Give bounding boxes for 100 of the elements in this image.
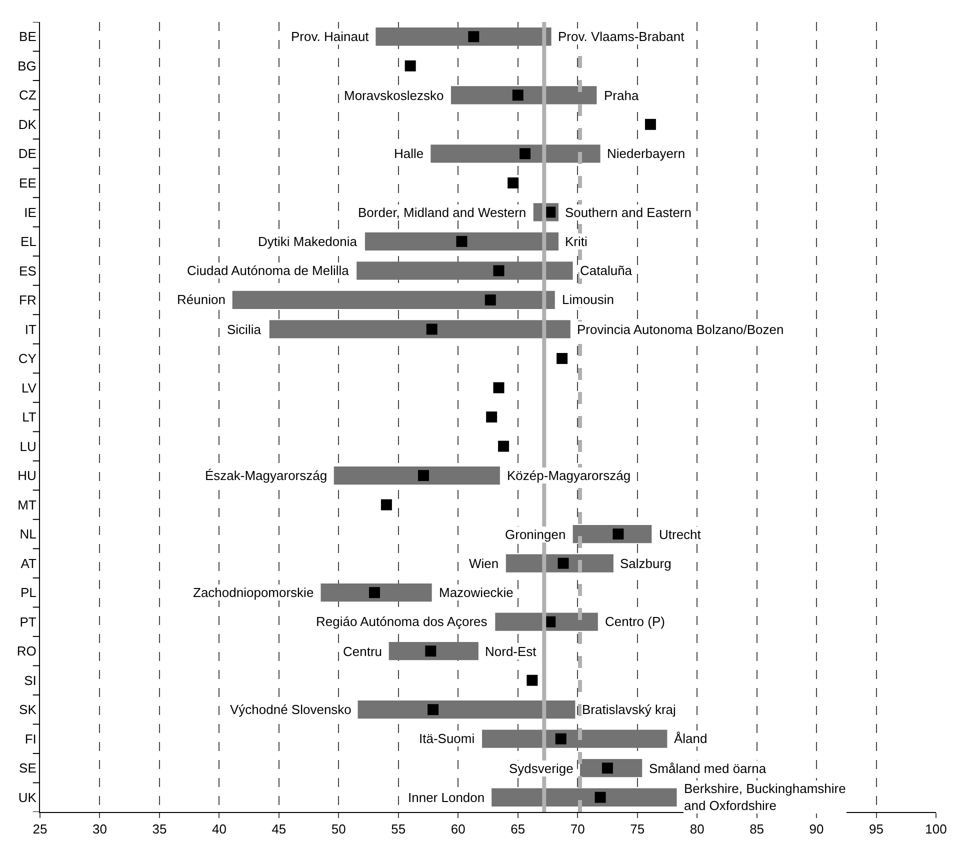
point	[426, 324, 438, 335]
y-tick-label: BE	[19, 29, 37, 44]
annotation: Regiáo Autónoma dos Açores	[316, 614, 488, 629]
point	[486, 412, 498, 422]
x-tick-label: 25	[32, 822, 48, 837]
x-tick-label: 45	[272, 822, 286, 837]
x-tick-label: 70	[570, 822, 585, 837]
y-tick-label: HU	[18, 468, 36, 484]
point	[418, 470, 429, 482]
point	[468, 31, 480, 42]
annotation: Salzburg	[620, 556, 672, 571]
annotation: Prov. Hainaut	[291, 29, 370, 44]
y-tick-label: SI	[24, 672, 36, 688]
x-tick-label: 55	[391, 822, 406, 837]
point	[612, 528, 624, 540]
y-tick-label: BG	[18, 58, 36, 74]
annotation: Moravskoslezsko	[344, 88, 444, 103]
point	[456, 236, 468, 247]
point	[380, 499, 392, 510]
bar	[430, 144, 600, 163]
bar	[232, 290, 555, 310]
y-tick-label: DE	[18, 146, 37, 162]
x-tick-label: 40	[212, 822, 226, 837]
bar	[320, 583, 432, 602]
x-tick-label: 100	[925, 822, 947, 837]
y-tick-label: RO	[16, 644, 36, 659]
point	[558, 558, 569, 569]
x-tick-label: 95	[869, 822, 884, 837]
y-tick-label: LT	[22, 410, 36, 425]
annotation: Prov. Vlaams-Brabant	[558, 29, 685, 44]
annotation: Ciudad Autónoma de Melilla	[187, 263, 350, 278]
point	[555, 733, 566, 744]
y-tick-label: UK	[18, 790, 37, 805]
point	[493, 265, 504, 276]
y-tick-label: FR	[19, 292, 36, 308]
annotation: Dytiki Makedonia	[258, 234, 358, 249]
annotation: Halle	[394, 146, 424, 161]
bar	[358, 700, 576, 719]
x-tick-label: 50	[331, 822, 346, 837]
point	[602, 762, 613, 774]
annotation: Nord-Est	[485, 644, 537, 659]
annotation: Limousin	[562, 292, 614, 307]
y-tick-label: EL	[20, 234, 36, 249]
x-tick-label: 30	[92, 822, 107, 837]
annotation: Zachodniopomorskie	[193, 585, 314, 600]
bar	[364, 232, 558, 251]
point	[556, 352, 568, 364]
annotation: Provincia Autonoma Bolzano/Bozen	[577, 322, 784, 337]
point	[425, 646, 436, 657]
bar	[269, 320, 570, 338]
x-tick-label: 80	[690, 822, 704, 837]
point	[508, 177, 519, 188]
annotation: Åland	[674, 731, 708, 746]
y-tick-label: IT	[24, 322, 36, 337]
annotation: Centro (P)	[605, 614, 665, 629]
x-tick-label: 60	[450, 822, 466, 837]
y-tick-label: NL	[20, 526, 36, 542]
y-tick-label: MT	[18, 497, 36, 512]
y-tick-label: ES	[19, 263, 37, 278]
y-tick-label: SK	[19, 702, 37, 718]
annotation: Utrecht	[659, 527, 702, 542]
bar	[376, 28, 552, 46]
point	[493, 382, 504, 394]
annotation: Kriti	[565, 234, 588, 249]
bar	[388, 642, 478, 660]
bar	[482, 730, 668, 748]
y-tick-label: PT	[20, 614, 36, 630]
annotation: Sicilia	[227, 322, 262, 337]
annotation: Berkshire, Buckinghamshire and Oxfordshire	[684, 781, 846, 813]
annotation: Itä-Suomi	[419, 731, 475, 746]
annotation: Småland med öarna	[649, 761, 767, 776]
annotation: Groningen	[505, 527, 566, 542]
annotation: Praha	[604, 88, 640, 103]
y-tick-label: AT	[20, 556, 36, 571]
point	[526, 674, 538, 686]
y-tick-label: DK	[18, 116, 37, 132]
annotation: Sydsverige	[509, 761, 574, 776]
annotation: Southern and Eastern	[565, 205, 692, 220]
point	[404, 60, 416, 72]
point	[498, 440, 510, 452]
bar	[492, 788, 677, 806]
x-tick-label: 90	[809, 822, 824, 837]
point	[520, 148, 531, 160]
y-tick-label: CZ	[19, 88, 36, 103]
bar	[334, 466, 500, 485]
point	[484, 294, 496, 306]
y-tick-label: EE	[19, 175, 37, 190]
annotation: Inner London	[408, 790, 485, 805]
x-tick-label: 65	[510, 822, 526, 837]
y-tick-label: CY	[18, 351, 37, 366]
annotation: Cataluña	[580, 263, 633, 278]
annotation: Niederbayern	[607, 146, 686, 161]
y-tick-label: IE	[24, 204, 37, 220]
annotation: Közép-Magyarország	[507, 468, 631, 483]
point	[594, 792, 606, 803]
annotation: Észak-Magyarország	[205, 468, 328, 483]
annotation: Bratislavský kraj	[582, 702, 676, 717]
annotation: Mazowieckie	[439, 585, 514, 600]
bar	[356, 262, 573, 280]
bar	[450, 86, 597, 104]
